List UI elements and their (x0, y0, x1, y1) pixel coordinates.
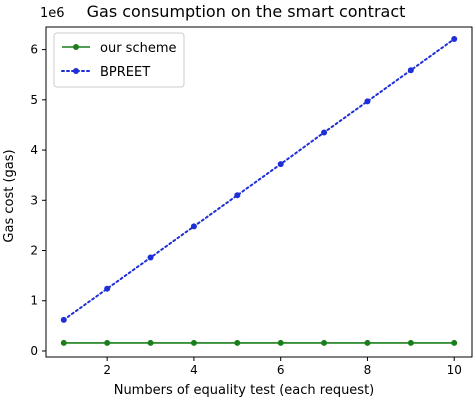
data-point (190, 339, 197, 346)
data-point (277, 161, 284, 168)
y-tick-label: 1 (30, 294, 38, 308)
data-point (321, 129, 328, 136)
legend-marker (73, 68, 79, 74)
legend: our scheme BPREET (53, 32, 185, 88)
data-point (147, 254, 154, 261)
data-point (407, 67, 414, 74)
legend-label: BPREET (100, 65, 150, 80)
data-point (234, 192, 241, 199)
y-tick-label: 0 (30, 344, 38, 358)
x-axis-label: Numbers of equality test (each request) (114, 383, 375, 398)
data-point (364, 98, 371, 105)
plot-area: 2 4 6 8 10 0 1 2 3 4 5 6 (30, 26, 473, 377)
plot-frame (45, 26, 473, 358)
y-tick-label: 3 (30, 193, 38, 207)
y-axis-label: Gas cost (gas) (2, 149, 17, 242)
series-line-2 (62, 38, 456, 321)
y-tick-label: 6 (30, 43, 38, 57)
data-point (321, 339, 328, 346)
y-tick-label: 5 (30, 93, 38, 107)
data-point (451, 36, 458, 43)
x-tick-label: 2 (103, 363, 111, 377)
data-point (60, 316, 67, 323)
data-point (104, 339, 111, 346)
data-point (277, 339, 284, 346)
data-point (190, 223, 197, 230)
legend-label: our scheme (100, 41, 177, 56)
legend-marker (73, 44, 79, 50)
y-axis-offset-label: 1e6 (40, 6, 65, 21)
data-point (104, 285, 111, 292)
data-point (407, 339, 414, 346)
data-point (451, 339, 458, 346)
chart-title: Gas consumption on the smart contract (87, 2, 406, 21)
data-point (364, 339, 371, 346)
data-point (234, 339, 241, 346)
x-tick-label: 4 (190, 363, 198, 377)
x-tick-label: 10 (447, 363, 462, 377)
data-point (60, 339, 67, 346)
x-tick-label: 8 (364, 363, 372, 377)
y-tick-label: 2 (30, 244, 38, 258)
x-tick-label: 6 (277, 363, 285, 377)
data-point (147, 339, 154, 346)
y-tick-label: 4 (30, 143, 38, 157)
